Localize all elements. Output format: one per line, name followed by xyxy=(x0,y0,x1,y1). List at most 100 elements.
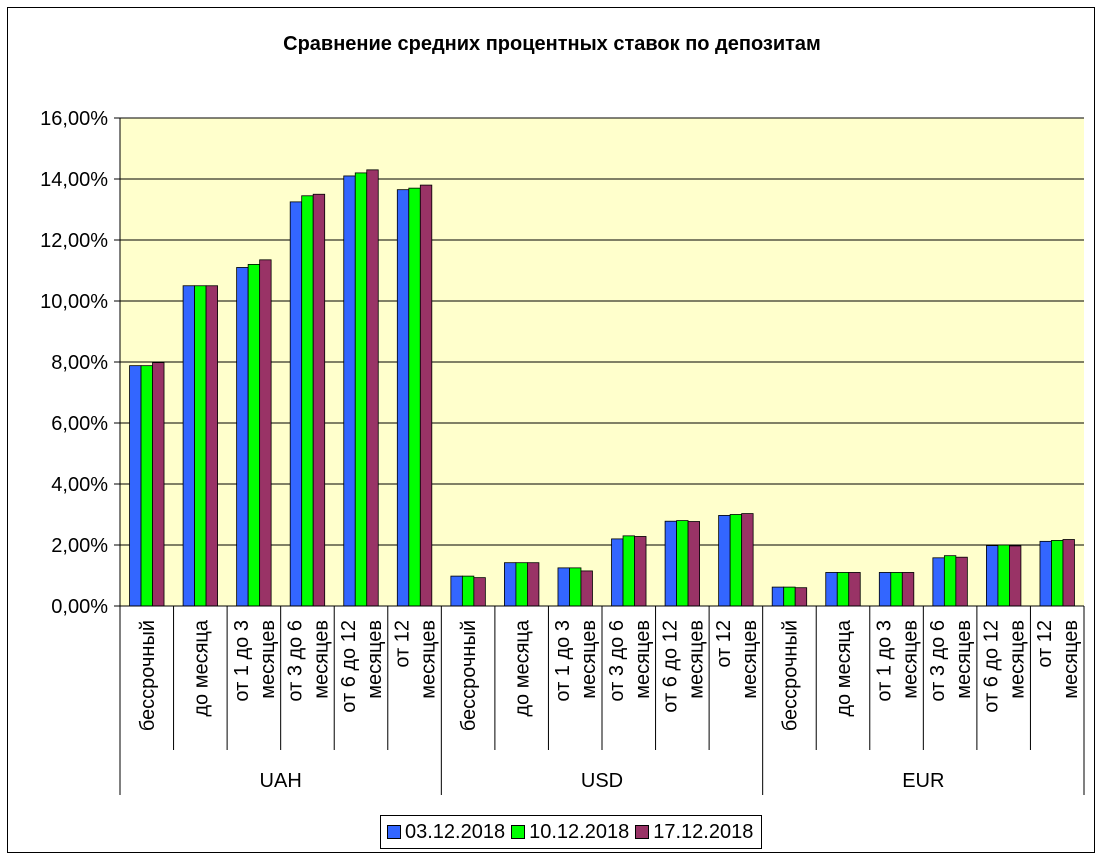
y-tick-labels: 0,00% 2,00% 4,00% 6,00% 8,00% 10,00% 12,00% 14,… xyxy=(40,108,108,618)
category-label-line: от 1 до 3 xyxy=(552,620,574,702)
category-label: до месяца xyxy=(512,619,534,717)
bar-series-1 xyxy=(825,572,838,607)
bar-series-2 xyxy=(729,514,743,607)
category-label: от 1 до 3 месяцев xyxy=(231,620,279,702)
bar-series-1 xyxy=(504,562,517,607)
y-tick-label: 4,00% xyxy=(51,474,108,496)
bar-series-1 xyxy=(236,267,249,607)
legend-item: 17.12.2018 xyxy=(635,821,753,844)
category-label: от 6 до 12 месяцев xyxy=(338,620,386,713)
gridlines xyxy=(120,117,1084,546)
category-label-line: месяцев xyxy=(257,620,279,699)
bar-series-1 xyxy=(450,575,463,607)
category-label-line: до месяца xyxy=(190,619,212,717)
bar-series-2 xyxy=(569,567,582,607)
category-label: бессрочный xyxy=(137,620,159,731)
bar-series-2 xyxy=(890,572,903,607)
category-label-line: от 6 до 12 xyxy=(338,620,360,713)
bar-series-1 xyxy=(718,515,731,607)
category-label: до месяца xyxy=(190,619,212,717)
bar-series-1 xyxy=(129,365,142,607)
bar-series-1 xyxy=(878,572,892,607)
category-label-line: до месяца xyxy=(512,619,534,717)
bar-series-3 xyxy=(419,184,433,607)
bar-series-3 xyxy=(901,572,915,607)
category-label-line: от 12 xyxy=(392,620,414,668)
bar-series-2 xyxy=(408,187,421,607)
legend-swatch-series-1 xyxy=(387,825,401,839)
bar-series-1 xyxy=(664,520,677,607)
bar-series-3 xyxy=(152,362,165,607)
bar-series-3 xyxy=(312,193,326,607)
legend-swatch-series-2 xyxy=(511,825,526,839)
category-label-line: месяцев xyxy=(418,620,440,699)
legend: 03.12.2018 10.12.2018 17.12.2018 xyxy=(380,815,763,849)
bar-series-1 xyxy=(1039,540,1052,607)
category-label: от 6 до 12 месяцев xyxy=(981,620,1029,713)
legend-label-series-2: 10.12.2018 xyxy=(529,820,630,843)
bar-series-3 xyxy=(1009,545,1022,607)
y-tick-label: 16,00% xyxy=(40,108,108,130)
y-tick-label: 6,00% xyxy=(51,413,108,435)
category-label-line: месяцев xyxy=(1060,620,1082,699)
bar-series-2 xyxy=(1051,540,1064,607)
category-label-line: от 1 до 3 xyxy=(231,620,253,702)
category-label: до месяца xyxy=(833,619,855,717)
bar-series-3 xyxy=(687,521,700,607)
bar-series-2 xyxy=(354,172,368,607)
category-label-line: от 3 до 6 xyxy=(606,620,628,702)
bar-series-3 xyxy=(794,587,808,607)
y-tick-label: 14,00% xyxy=(40,169,108,191)
y-tick-label: 8,00% xyxy=(51,352,108,374)
bar-series-1 xyxy=(771,586,785,607)
category-label-line: от 6 до 12 xyxy=(659,620,681,713)
bar-series-2 xyxy=(301,195,314,607)
bar-series-3 xyxy=(473,577,486,607)
axes xyxy=(114,117,1085,795)
chart-title: Сравнение средних процентных ставок по д… xyxy=(283,33,821,55)
bar-series-3 xyxy=(1062,539,1075,607)
category-label: от 1 до 3 месяцев xyxy=(874,620,922,702)
category-label-line: месяцев xyxy=(578,620,600,699)
bar-series-2 xyxy=(622,535,635,607)
y-tick-label: 2,00% xyxy=(51,535,108,557)
legend-label-series-1: 03.12.2018 xyxy=(405,820,506,843)
bar-series-3 xyxy=(955,556,968,607)
category-label: от 6 до 12 месяцев xyxy=(659,620,707,713)
bar-series-1 xyxy=(289,201,303,607)
bar-series-2 xyxy=(515,562,528,607)
bar-series-3 xyxy=(848,572,861,607)
bar-series-2 xyxy=(943,555,957,607)
category-label: от 3 до 6 месяцев xyxy=(606,620,654,702)
bar-series-2 xyxy=(836,572,850,607)
bar-series-1 xyxy=(557,567,570,607)
category-label: от 12 месяцев xyxy=(713,620,761,699)
y-tick-label: 0,00% xyxy=(51,596,108,618)
category-label-line: месяцев xyxy=(953,620,975,699)
bar-series-1 xyxy=(396,189,410,607)
bar-series-2 xyxy=(676,520,689,607)
bar-series-2 xyxy=(997,544,1010,607)
bar-series-3 xyxy=(741,513,754,607)
bar-series-2 xyxy=(140,365,153,607)
category-label: от 12 месяцев xyxy=(392,620,440,699)
category-label: от 12 месяцев xyxy=(1034,620,1082,699)
bar-series-2 xyxy=(783,586,796,607)
category-label-line: месяцев xyxy=(632,620,654,699)
legend-item: 10.12.2018 xyxy=(511,821,629,844)
category-label-line: месяцев xyxy=(364,620,386,699)
y-tick-label: 12,00% xyxy=(40,230,108,252)
legend-item: 03.12.2018 xyxy=(387,821,505,844)
bars xyxy=(129,169,1075,607)
category-label-line: месяцев xyxy=(685,620,707,699)
category-label-line: месяцев xyxy=(739,620,761,699)
bar-series-2 xyxy=(194,285,207,607)
bar-series-1 xyxy=(986,545,999,607)
category-label-line: бессрочный xyxy=(458,620,480,731)
category-label: от 3 до 6 месяцев xyxy=(927,620,975,702)
legend-swatch-series-3 xyxy=(635,825,650,839)
bar-series-3 xyxy=(205,285,218,607)
category-label-line: бессрочный xyxy=(137,620,159,731)
category-label: от 3 до 6 месяцев xyxy=(284,620,332,702)
